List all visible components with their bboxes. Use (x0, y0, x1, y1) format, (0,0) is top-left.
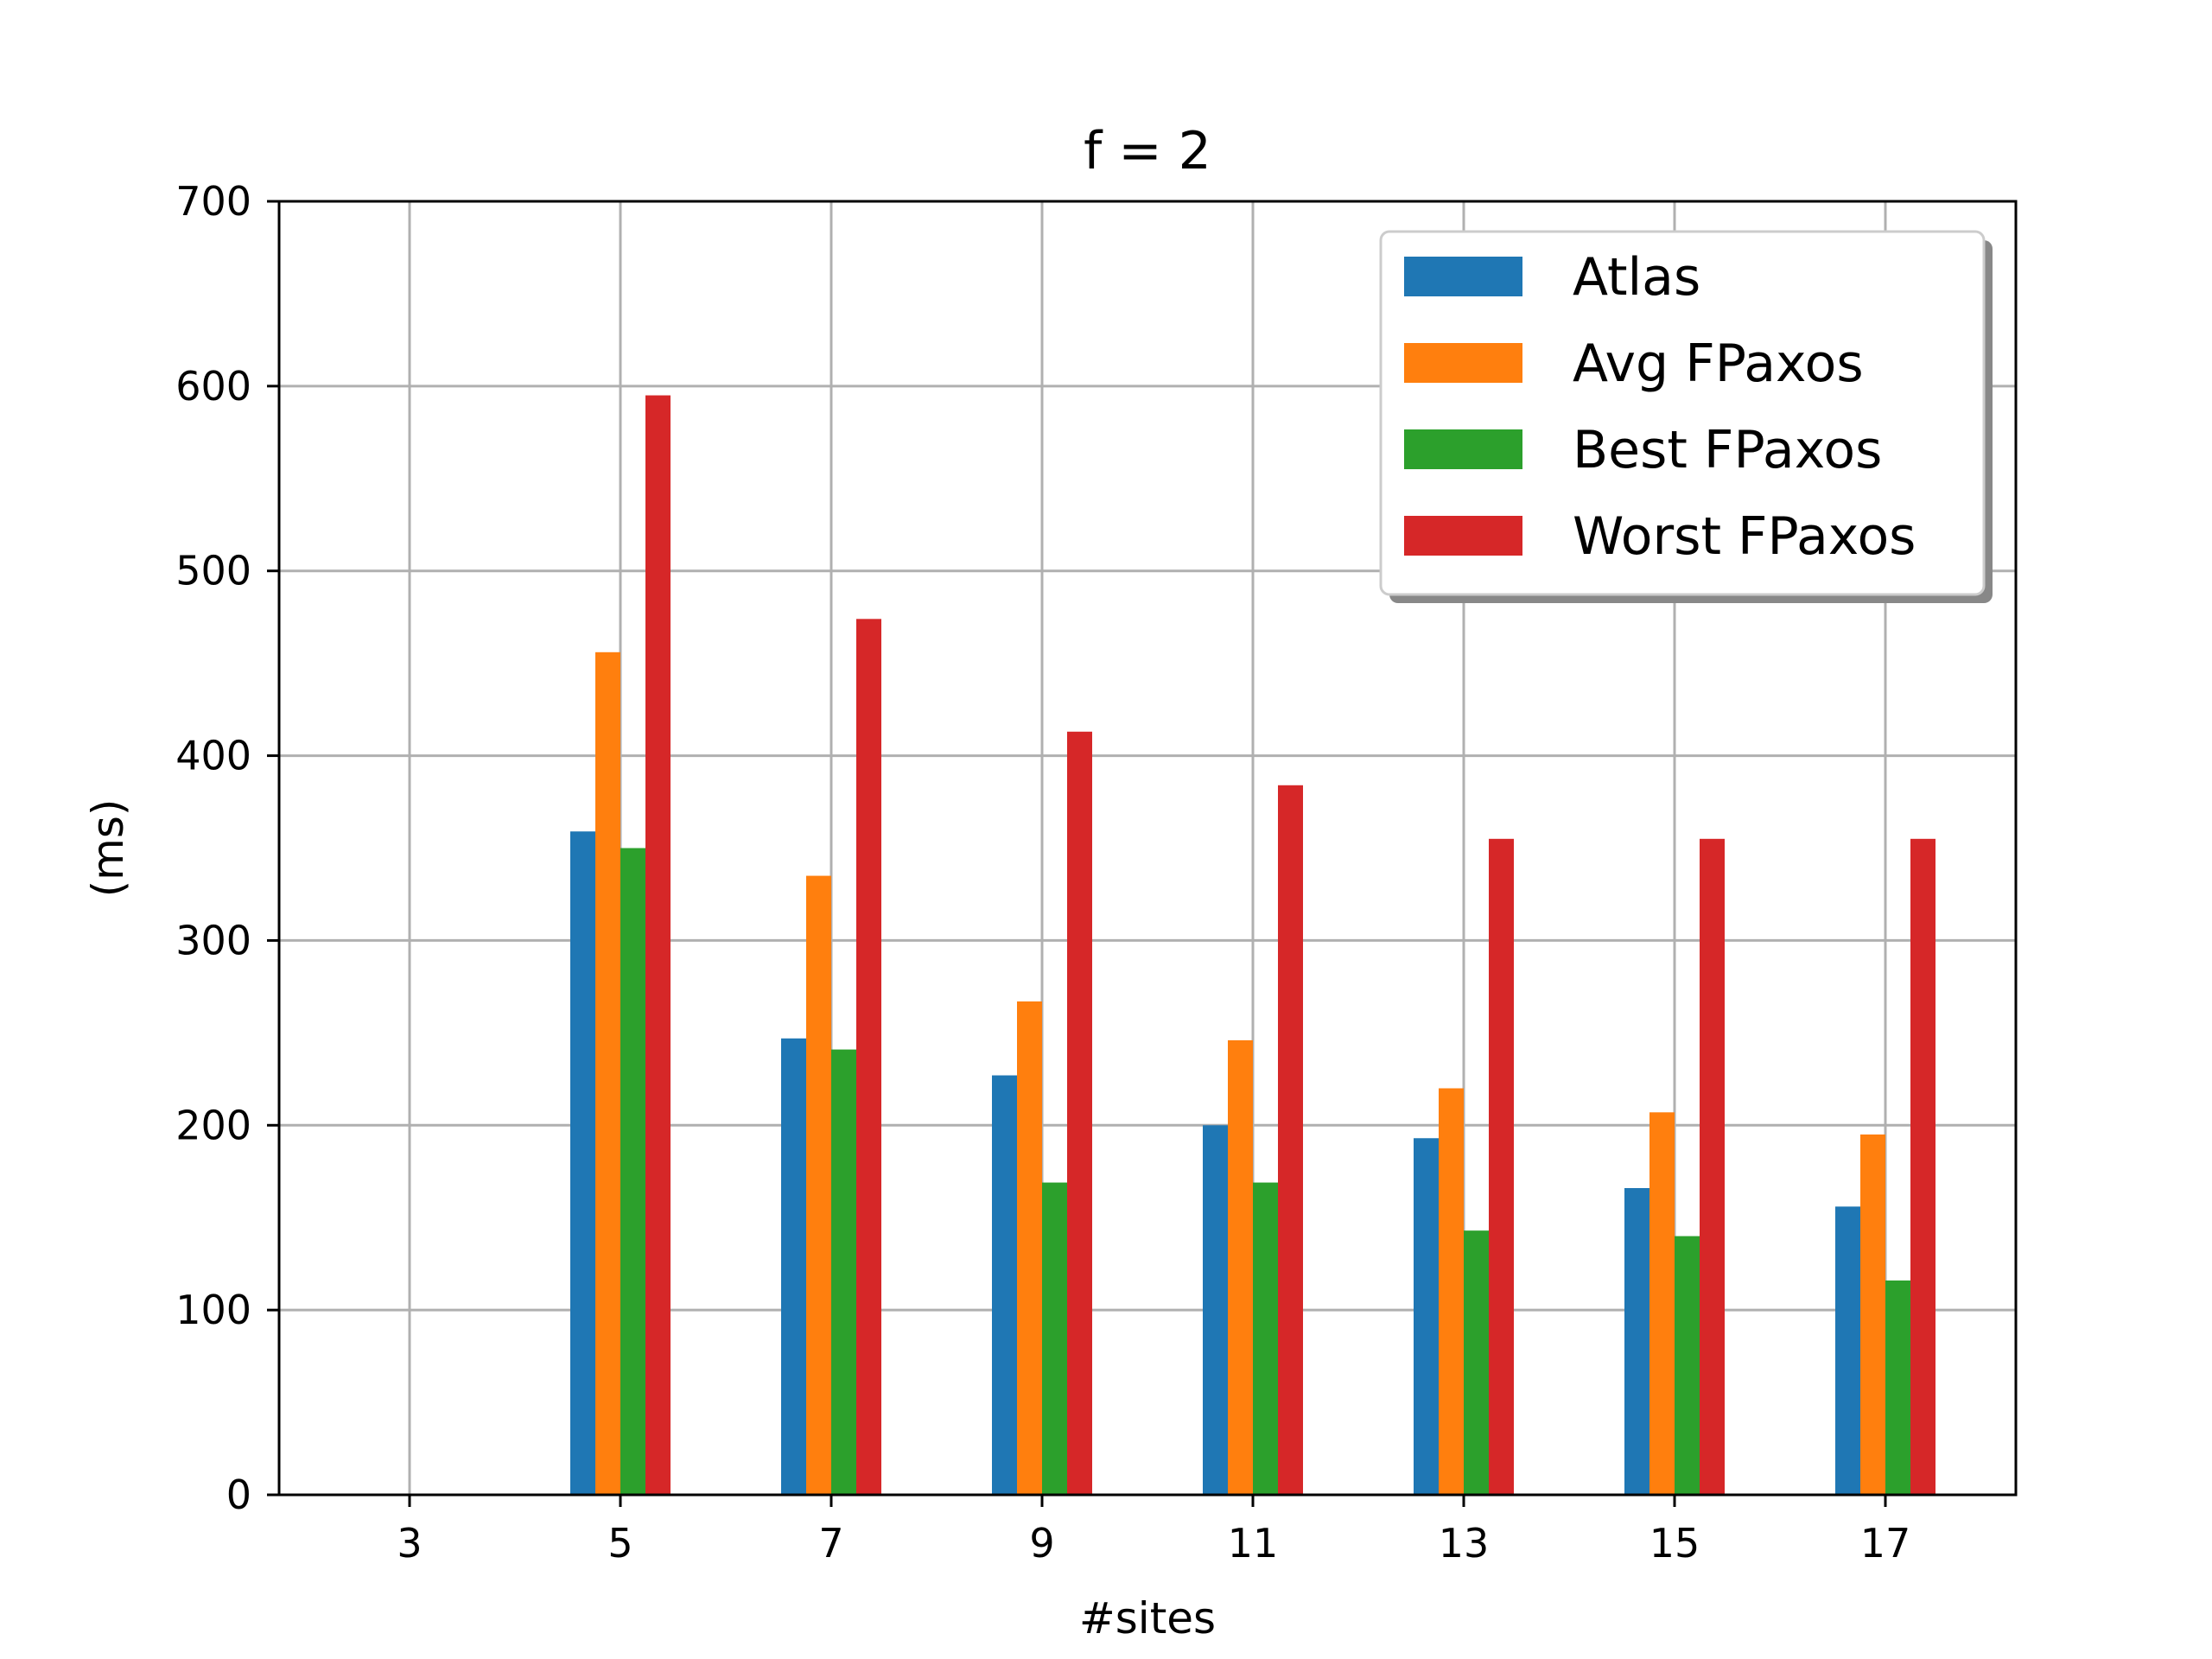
legend-swatch (1404, 257, 1522, 296)
legend-swatch (1404, 516, 1522, 556)
bar (831, 1049, 856, 1495)
y-tick-label: 200 (175, 1102, 251, 1148)
bar (570, 831, 595, 1495)
y-tick-label: 300 (175, 917, 251, 963)
x-tick-label: 11 (1228, 1520, 1279, 1567)
legend-label: Best FPaxos (1573, 420, 1882, 480)
bar (1649, 1112, 1675, 1495)
bar (1700, 838, 1725, 1495)
bar (1042, 1182, 1067, 1495)
bar (1860, 1134, 1885, 1495)
y-tick-label: 0 (226, 1471, 251, 1518)
bar (1675, 1236, 1700, 1495)
bar (1278, 785, 1303, 1495)
legend-swatch (1404, 429, 1522, 469)
y-tick-label: 400 (175, 733, 251, 779)
legend: Atlas Avg FPaxos Best FPaxos Worst FPaxos (1379, 230, 1993, 603)
bar (1414, 1138, 1439, 1495)
x-tick-label: 5 (607, 1520, 632, 1567)
bar (595, 652, 620, 1495)
bar (781, 1038, 806, 1495)
legend-swatch (1404, 343, 1522, 383)
bar (1203, 1125, 1228, 1495)
bar (1624, 1187, 1649, 1495)
bar (856, 619, 881, 1495)
x-tick-label: 3 (397, 1520, 422, 1567)
y-tick-label: 100 (175, 1287, 251, 1333)
y-axis-label: (ms) (83, 799, 133, 898)
x-tick-label: 7 (818, 1520, 843, 1567)
bar (1228, 1039, 1253, 1495)
x-tick-label: 13 (1439, 1520, 1490, 1567)
bar (620, 848, 645, 1495)
x-axis-label: #sites (1079, 1593, 1216, 1643)
bar (806, 875, 831, 1495)
y-tick-label: 700 (175, 178, 251, 225)
bars (570, 395, 1936, 1495)
legend-label: Atlas (1573, 247, 1700, 308)
bar (645, 395, 671, 1495)
y-tick-label: 500 (175, 548, 251, 594)
axis-ticks: 3 5 7 9 11 13 15 17 0 100 200 300 400 500 600 700 (175, 178, 1910, 1567)
legend-label: Avg FPaxos (1573, 334, 1864, 394)
x-tick-label: 17 (1860, 1520, 1911, 1567)
bar (1439, 1088, 1464, 1495)
chart-title: f = 2 (1084, 121, 1211, 181)
bar (1910, 838, 1936, 1495)
bar (1017, 1001, 1042, 1495)
x-tick-label: 15 (1649, 1520, 1700, 1567)
bar (1253, 1182, 1278, 1495)
x-tick-label: 9 (1029, 1520, 1054, 1567)
bar (992, 1075, 1017, 1495)
plot-frame (277, 200, 2018, 1497)
y-tick-label: 600 (175, 363, 251, 410)
legend-box (1379, 230, 1986, 596)
bar (1489, 838, 1514, 1495)
legend-label: Worst FPaxos (1573, 506, 1916, 567)
bar (1067, 731, 1092, 1495)
bar (1464, 1230, 1489, 1495)
bar (1835, 1206, 1860, 1495)
bar (1885, 1280, 1910, 1495)
